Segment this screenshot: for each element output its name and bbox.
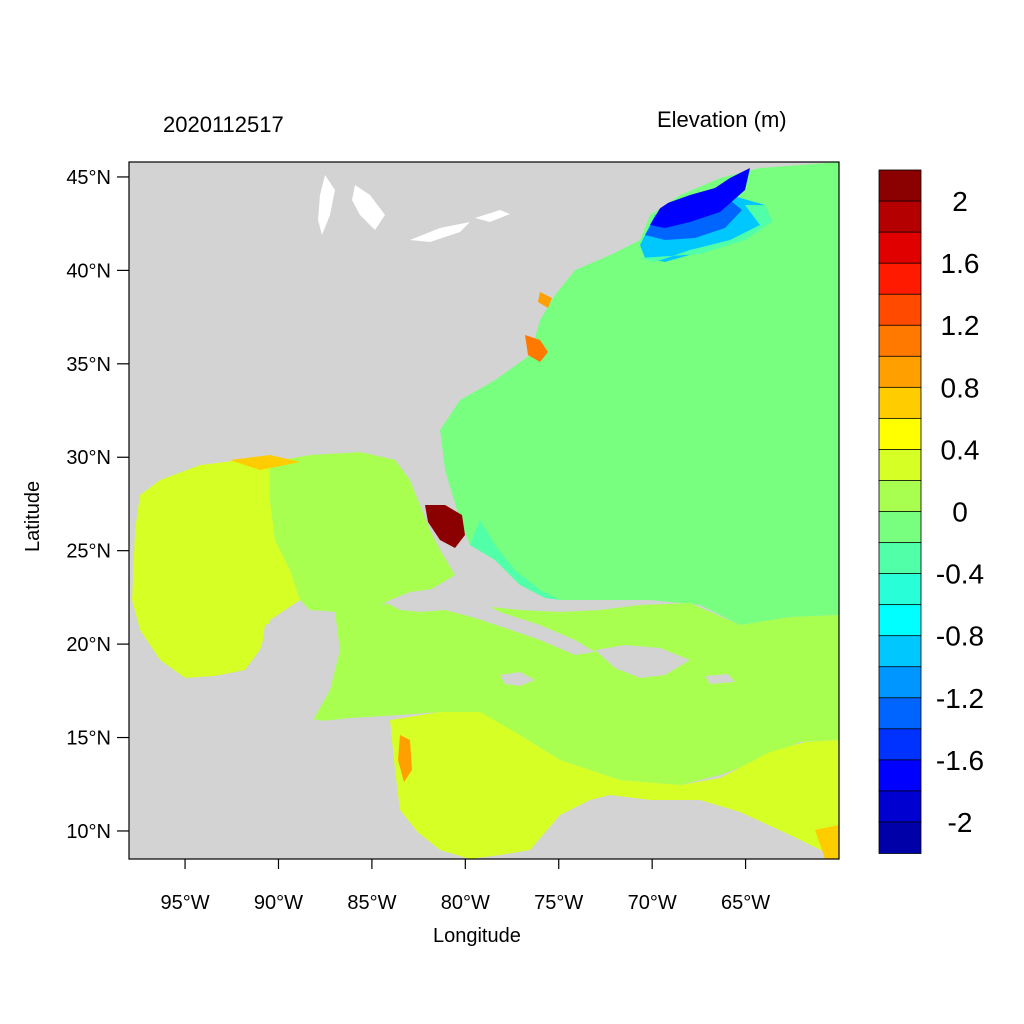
axes-ticks: 95°W 90°W 85°W 80°W 75°W 70°W 65°W 45°N 40°N 35°N… — [66, 167, 770, 914]
plot-frame — [128, 161, 840, 860]
colorbar-swatch — [878, 666, 922, 699]
chesapeake-surge — [538, 292, 552, 308]
colorbar-swatch — [878, 511, 922, 544]
lat-tick-label: 35°N — [66, 354, 111, 376]
mexico-west — [129, 530, 270, 720]
colorbar-swatch — [878, 480, 922, 513]
colorbar-label: -1.6 — [936, 745, 984, 776]
lat-tick-label: 15°N — [66, 728, 111, 750]
colorbar-swatch — [878, 324, 922, 358]
variable-title: Elevation (m) — [657, 107, 787, 132]
colorbar-swatch — [878, 604, 922, 637]
colorbar-swatch — [878, 790, 922, 823]
lake-erie — [410, 222, 470, 242]
honduras-surge — [398, 735, 412, 782]
gulf-of-mexico-west — [132, 460, 300, 678]
lat-tick-label: 45°N — [66, 167, 111, 189]
lat-tick-label: 25°N — [66, 541, 111, 563]
colorbar-swatch — [878, 542, 922, 575]
lake-ontario — [475, 210, 510, 222]
colorbar-swatch — [878, 449, 922, 482]
lake-huron — [352, 185, 385, 230]
lon-tick-label: 65°W — [721, 892, 770, 914]
map-layer — [129, 162, 839, 859]
x-axis-label: Longitude — [433, 925, 521, 947]
lat-tick-label: 10°N — [66, 821, 111, 843]
lat-tick-label: 30°N — [66, 447, 111, 469]
southern-caribbean — [390, 712, 839, 859]
florida-surge — [425, 505, 465, 548]
colorbar-swatch — [878, 293, 922, 327]
colorbar-label: 0 — [952, 497, 968, 528]
central-america — [129, 700, 440, 859]
colorbar-label: 1.2 — [941, 310, 980, 341]
colorbar-label: -1.2 — [936, 683, 984, 714]
atlantic-ocean — [440, 162, 839, 625]
hispaniola — [595, 645, 690, 678]
colorbar-swatch — [878, 728, 922, 761]
lon-tick-label: 90°W — [254, 892, 303, 914]
colorbar-swatch — [878, 386, 922, 420]
gulf-of-maine-cyan-ring — [640, 205, 772, 262]
carolina-surge — [525, 335, 548, 362]
venezuela-coast — [815, 825, 839, 859]
colorbar-swatch — [878, 200, 922, 233]
lake-michigan — [318, 175, 335, 235]
colorbar-label: 0.4 — [941, 434, 980, 465]
colorbar-label: 2 — [952, 186, 968, 217]
lat-tick-label: 40°N — [66, 260, 111, 282]
colorbar-swatch — [878, 821, 922, 854]
colorbar-label: -2 — [948, 807, 973, 838]
gulf-of-maine-lowest — [650, 168, 750, 228]
bahamas-shallow — [470, 520, 560, 600]
puerto-rico — [705, 674, 735, 684]
colorbar-swatch — [878, 231, 922, 265]
north-america — [129, 162, 760, 540]
colorbar-label: -0.4 — [936, 559, 984, 590]
gulf-of-mexico-east — [270, 452, 455, 612]
colorbar-swatch — [878, 759, 922, 792]
colorbar-label: -0.8 — [936, 621, 984, 652]
colorbar-swatch — [878, 697, 922, 730]
colorbar-swatch — [878, 262, 922, 296]
colorbar-swatch — [878, 169, 922, 202]
cuba — [385, 588, 595, 655]
colorbar-swatch — [878, 355, 922, 389]
colorbar-label: 0.8 — [941, 372, 980, 403]
yucatan — [260, 612, 340, 722]
colorbar: 2 1.6 1.2 0.8 0.4 0 -0.4 -0.8 -1.2 -1.6 -2 — [878, 169, 984, 854]
gulf-coast-surge — [230, 455, 300, 470]
jamaica — [500, 672, 535, 686]
date-title: 2020112517 — [163, 112, 284, 137]
lon-tick-label: 75°W — [534, 892, 583, 914]
lon-tick-label: 95°W — [160, 892, 209, 914]
lon-tick-label: 85°W — [347, 892, 396, 914]
caribbean-sea — [312, 600, 839, 785]
lon-tick-label: 70°W — [628, 892, 677, 914]
colorbar-swatch — [878, 417, 922, 451]
colorbar-swatch — [878, 573, 922, 606]
colorbar-label: 1.6 — [941, 248, 980, 279]
lat-tick-label: 20°N — [66, 634, 111, 656]
south-america — [530, 800, 820, 859]
lon-tick-label: 80°W — [441, 892, 490, 914]
colorbar-swatch — [878, 635, 922, 668]
